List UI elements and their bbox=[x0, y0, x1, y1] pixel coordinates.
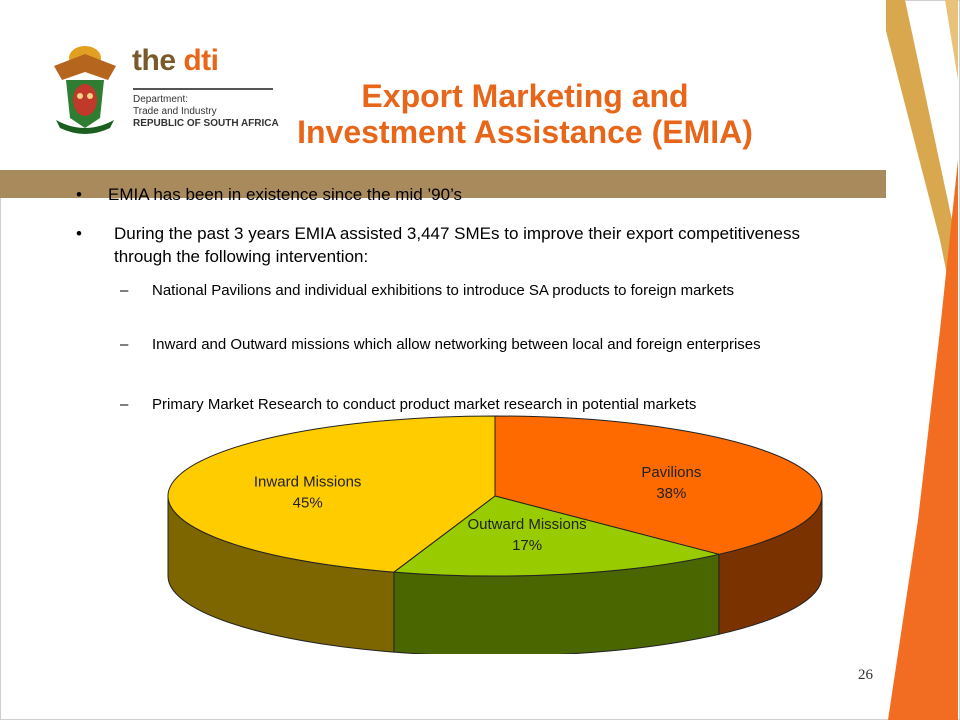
sub-bullet-text: Primary Market Research to conduct produ… bbox=[152, 396, 697, 413]
title-line-1: Export Marketing and bbox=[361, 78, 689, 114]
dept-line-3: REPUBLIC OF SOUTH AFRICA bbox=[133, 118, 279, 129]
sub-bullet-text: National Pavilions and individual exhibi… bbox=[152, 282, 734, 299]
page-number: 26 bbox=[858, 667, 873, 683]
pie-label-name: Inward Missions bbox=[254, 474, 362, 491]
pie-slice-outward-missions bbox=[392, 495, 719, 577]
sub-bullet-text: Inward and Outward missions which allow … bbox=[152, 336, 761, 353]
bullet-marker: • bbox=[76, 185, 82, 204]
brand-logo-text: the dti bbox=[132, 44, 219, 78]
title-line-2: Investment Assistance (EMIA) bbox=[297, 114, 753, 150]
sub-bullet-marker: – bbox=[120, 282, 129, 299]
sub-bullet-marker: – bbox=[120, 336, 129, 353]
pie-label-name: Pavilions bbox=[641, 464, 701, 481]
gold-stripe-small bbox=[945, 0, 958, 80]
pie-label-value: 17% bbox=[512, 537, 542, 554]
bullet-marker: • bbox=[76, 224, 82, 243]
slide-title: Export Marketing and Investment Assistan… bbox=[200, 78, 850, 150]
pie-label-name: Outward Missions bbox=[467, 516, 586, 533]
department-block: Department: Trade and Industry REPUBLIC … bbox=[133, 94, 279, 130]
pie-slice-pavilions bbox=[494, 415, 823, 555]
bullet-text: During the past 3 years EMIA assisted 3,… bbox=[114, 224, 800, 266]
header-background bbox=[0, 0, 886, 170]
pie-label-value: 38% bbox=[656, 485, 686, 502]
dept-line-1: Department: bbox=[133, 94, 189, 105]
dept-line-2: Trade and Industry bbox=[133, 106, 217, 117]
brand-dti: dti bbox=[183, 44, 219, 77]
gold-stripe bbox=[878, 0, 958, 330]
pie-chart: Pavilions 38% Outward Missions 17% Inward Mi… bbox=[167, 415, 823, 654]
pie-label-value: 45% bbox=[293, 495, 323, 512]
sub-bullet-marker: – bbox=[120, 396, 129, 413]
orange-stripe bbox=[888, 160, 958, 720]
brand-the: the bbox=[132, 44, 176, 77]
pie-slice-inward-missions bbox=[167, 415, 496, 573]
header-rule-bar bbox=[0, 170, 886, 198]
coat-of-arms-icon bbox=[54, 46, 116, 134]
bullet-text: EMIA has been in existence since the mid… bbox=[108, 185, 463, 204]
brand-divider bbox=[133, 88, 273, 90]
